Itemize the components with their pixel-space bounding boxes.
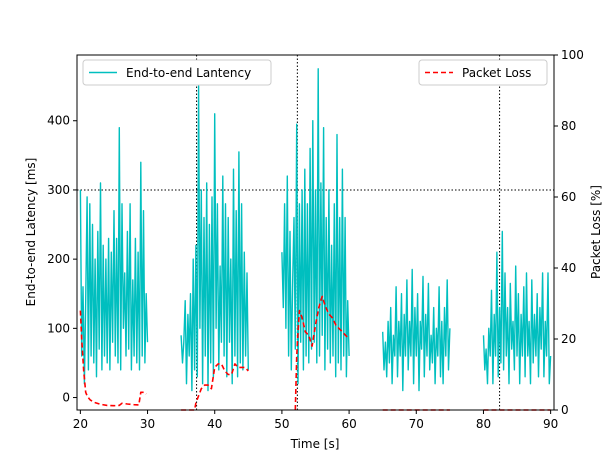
x-axis: 20 30 40 50 60 70 80 90 [73,410,558,431]
latency-line-segment-3 [382,268,451,392]
x-tick-label-30: 30 [140,417,155,431]
legend-latency: End-to-end Lantency [82,59,272,86]
right-y-tick-label-60: 60 [561,190,576,204]
packet-loss-line-segment-1 [181,363,249,411]
legend-loss: Packet Loss [418,59,548,86]
left-y-tick-label-200: 200 [47,252,70,266]
right-y-tick-label-100: 100 [561,48,584,62]
x-tick-label-60: 60 [341,417,356,431]
packet-loss-line-segment-0 [79,310,147,407]
left-y-tick-label-100: 100 [47,321,70,335]
right-y-axis: 0 20 40 60 80 100 [554,48,584,417]
latency-line-segment-1 [180,85,249,392]
left-y-tick-label-300: 300 [47,183,70,197]
x-tick-label-40: 40 [207,417,222,431]
packet-loss-line-segment-2 [294,295,350,411]
latency-line-segment-0 [79,126,149,385]
x-tick-label-20: 20 [73,417,88,431]
x-tick-label-90: 90 [543,417,558,431]
left-y-tick-label-400: 400 [47,114,70,128]
legend-loss-box [418,59,548,86]
latency-series [79,68,552,392]
right-y-axis-label: Packet Loss [%] [589,185,603,279]
right-y-tick-label-40: 40 [561,261,576,275]
x-axis-label: Time [s] [290,437,340,451]
x-tick-label-70: 70 [409,417,424,431]
right-y-tick-label-0: 0 [561,403,569,417]
right-y-tick-label-80: 80 [561,119,576,133]
x-tick-label-80: 80 [476,417,491,431]
left-y-tick-label-0: 0 [62,391,70,405]
latency-line-segment-2 [281,68,350,385]
left-y-axis: 0 100 200 300 400 [47,114,77,405]
legend-latency-label: End-to-end Lantency [126,66,251,80]
legend-latency-box [82,59,272,86]
latency-line-segment-4 [482,230,552,385]
x-tick-label-50: 50 [274,417,289,431]
plot-frame [76,54,555,411]
right-y-tick-label-20: 20 [561,332,576,346]
left-y-axis-label: End-to-end Latency [ms] [24,158,38,307]
legend-loss-label: Packet Loss [462,66,531,80]
